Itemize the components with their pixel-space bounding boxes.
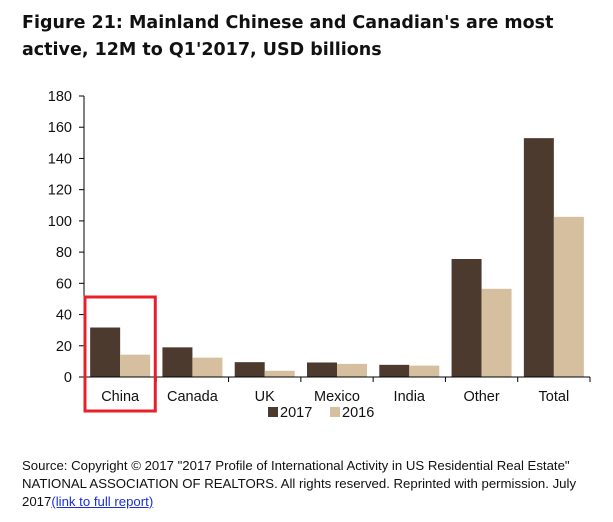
x-tick-label: Other — [463, 389, 499, 405]
y-tick-label: 140 — [48, 151, 72, 167]
y-tick-label: 160 — [48, 120, 72, 136]
legend: 2017 2016 — [268, 405, 374, 421]
y-tick-label: 20 — [56, 339, 72, 355]
y-tick-label: 0 — [64, 370, 72, 386]
bar-china-2016 — [120, 354, 151, 377]
y-tick-label: 120 — [48, 183, 72, 199]
bar-other-2016 — [481, 288, 512, 377]
bar-china-2017 — [90, 327, 121, 377]
y-tick-label: 80 — [56, 245, 72, 261]
x-tick-label: India — [394, 389, 426, 405]
bar-uk-2016 — [264, 370, 295, 377]
bar-other-2017 — [451, 258, 482, 377]
y-tick-label: 100 — [48, 214, 72, 230]
y-tick-label: 60 — [56, 276, 72, 292]
x-axis-labels: China Canada UK Mexico India Other Total — [101, 389, 569, 405]
bar-india-2017 — [379, 364, 410, 377]
bars — [90, 138, 584, 377]
legend-swatch-2016 — [330, 407, 340, 417]
x-tick-label: Canada — [167, 389, 219, 405]
y-axis-ticks: 0 20 40 60 80 100 120 140 160 180 — [48, 89, 84, 386]
bar-india-2016 — [409, 365, 440, 377]
bar-total-2017 — [523, 138, 554, 377]
y-tick-label: 180 — [48, 89, 72, 105]
china-highlight-box — [83, 295, 157, 413]
bar-mexico-2016 — [337, 363, 367, 377]
source-note: Source: Copyright © 2017 "2017 Profile o… — [22, 457, 607, 511]
x-tick-label: Mexico — [314, 389, 360, 405]
bar-chart: 0 20 40 60 80 100 120 140 160 180 China Canada UK Me… — [48, 89, 591, 421]
y-tick-label: 40 — [56, 308, 72, 324]
bar-uk-2017 — [234, 362, 265, 377]
bar-canada-2016 — [192, 357, 223, 377]
source-text: Source: Copyright © 2017 "2017 Profile o… — [22, 458, 577, 509]
x-tick-label: China — [101, 389, 140, 405]
bar-mexico-2017 — [307, 362, 337, 377]
legend-label-2017: 2017 — [280, 405, 312, 421]
legend-swatch-2017 — [268, 407, 278, 417]
x-tick-label: UK — [255, 389, 275, 405]
legend-label-2016: 2016 — [342, 405, 374, 421]
bar-total-2016 — [553, 216, 584, 377]
axes — [83, 96, 591, 382]
bar-canada-2017 — [162, 347, 193, 377]
full-report-link[interactable]: (link to full report) — [51, 494, 154, 509]
chart-title: Figure 21: Mainland Chinese and Canadian… — [22, 13, 554, 60]
x-tick-label: Total — [539, 389, 570, 405]
